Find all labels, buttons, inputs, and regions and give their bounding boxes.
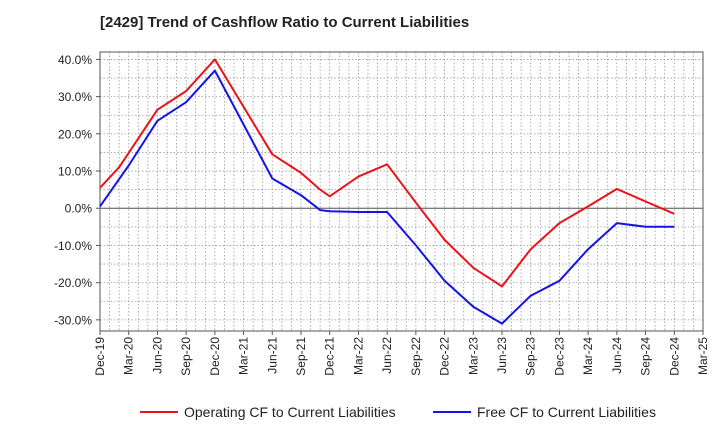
y-tick-label: -30.0%: [54, 313, 92, 327]
x-tick-label: Dec-19: [93, 337, 107, 376]
x-tick-label: Jun-22: [380, 337, 394, 374]
series-line-operating-cf: [99, 58, 675, 288]
x-tick-label: Dec-23: [552, 337, 566, 376]
x-tick-label: Jun-21: [265, 337, 279, 374]
y-tick-label: 30.0%: [58, 90, 92, 104]
y-tick-label: 10.0%: [58, 165, 92, 179]
x-tick-label: Dec-22: [438, 337, 452, 376]
x-tick-label: Mar-25: [696, 337, 710, 375]
x-tick-label: Mar-23: [466, 337, 480, 375]
chart-title: [2429] Trend of Cashflow Ratio to Curren…: [100, 14, 470, 31]
x-tick-label: Mar-21: [237, 337, 251, 375]
x-tick-label: Jun-23: [495, 337, 509, 374]
y-tick-label: -10.0%: [54, 239, 92, 253]
series-line-free-cf: [99, 69, 675, 325]
x-tick-label: Sep-24: [639, 337, 653, 376]
x-tick-label: Sep-22: [409, 337, 423, 376]
x-tick-label: Jun-20: [150, 337, 164, 374]
chart-axes: [96, 51, 704, 335]
x-tick-label: Sep-20: [179, 337, 193, 376]
x-tick-label: Jun-24: [610, 337, 624, 374]
chart-series: [99, 58, 675, 325]
x-tick-label: Dec-21: [323, 337, 337, 376]
y-tick-label: 20.0%: [58, 127, 92, 141]
legend-label-free-cf: Free CF to Current Liabilities: [477, 404, 656, 420]
x-tick-label: Dec-24: [667, 337, 681, 376]
x-tick-label: Mar-20: [122, 337, 136, 375]
y-tick-labels: 40.0% 30.0% 20.0% 10.0% 0.0% -10.0% -20.0% -30.…: [54, 53, 92, 327]
legend-label-operating-cf: Operating CF to Current Liabilities: [184, 404, 396, 420]
x-tick-label: Dec-20: [208, 337, 222, 376]
legend-swatch-operating-cf: [140, 411, 178, 413]
x-tick-labels: Dec-19 Mar-20 Jun-20 Sep-20 Dec-20 Mar-21 Jun-…: [93, 337, 710, 376]
x-tick-label: Sep-21: [294, 337, 308, 376]
grid-lines: [99, 52, 704, 331]
x-tick-label: Mar-22: [351, 337, 365, 375]
legend-swatch-free-cf: [433, 411, 471, 413]
chart-legend: Operating CF to Current Liabilities Free…: [0, 404, 720, 428]
x-tick-label: Sep-23: [524, 337, 538, 376]
y-tick-label: 40.0%: [58, 53, 92, 67]
legend-item-operating-cf: Operating CF to Current Liabilities: [140, 404, 396, 420]
y-tick-label: -20.0%: [54, 276, 92, 290]
legend-item-free-cf: Free CF to Current Liabilities: [433, 404, 656, 420]
y-tick-label: 0.0%: [65, 202, 93, 216]
x-tick-label: Mar-24: [581, 337, 595, 375]
plot-frame: [99, 51, 704, 332]
